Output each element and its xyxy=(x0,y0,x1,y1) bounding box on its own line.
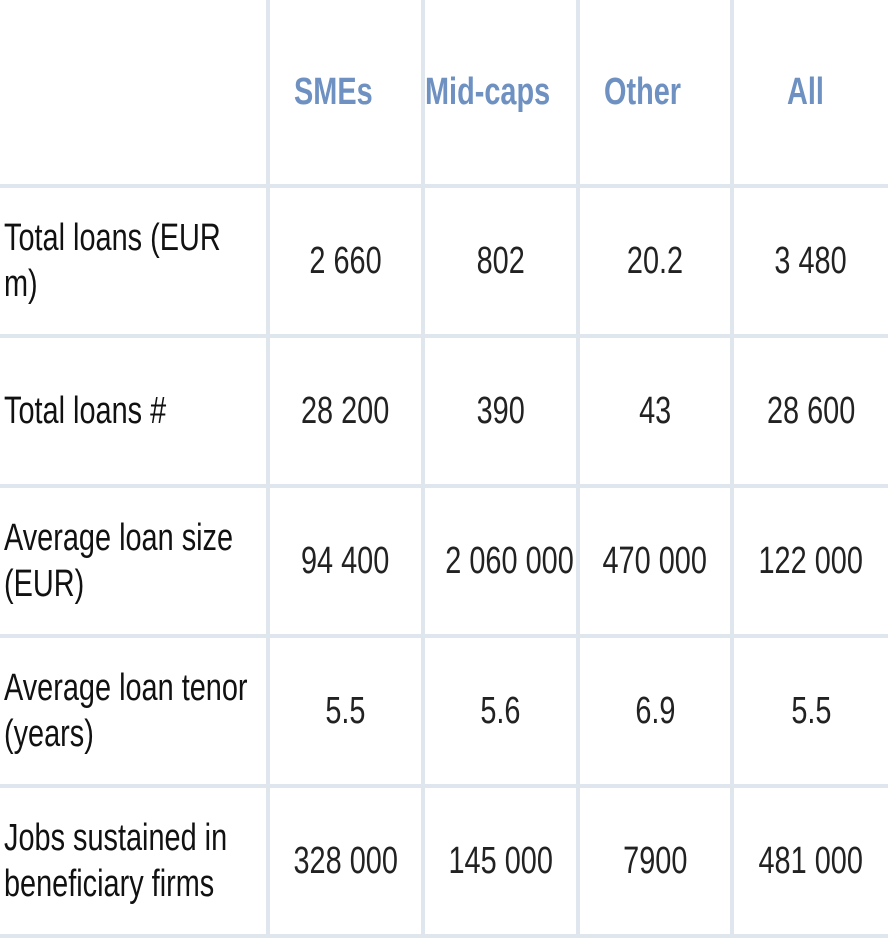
table-body: Total loans (EUR m) 2 660 802 20.2 3 480 Tota… xyxy=(0,184,888,938)
cell-value: 5.5 xyxy=(790,690,832,732)
value-cell: 28 200 xyxy=(266,334,425,488)
cell-value: 390 xyxy=(476,390,525,432)
value-cell: 7900 xyxy=(576,784,734,938)
cell-value: 145 000 xyxy=(448,840,553,882)
table-row: Jobs sustained in beneficiary firms 328 0… xyxy=(0,784,888,938)
header-row: SMEs Mid-caps Other All xyxy=(0,0,888,188)
value-cell: 5.5 xyxy=(266,634,425,788)
cell-value: 20.2 xyxy=(626,240,684,282)
value-cell: 802 xyxy=(421,184,580,338)
column-header: Other xyxy=(604,71,682,113)
column-header: Mid-caps xyxy=(425,71,551,113)
cell-value: 28 600 xyxy=(766,390,856,432)
row-label-cell: Average loan tenor (years) xyxy=(0,634,270,788)
row-label: Average loan tenor (years) xyxy=(4,667,248,755)
header-cell: All xyxy=(730,0,888,188)
value-cell: 470 000 xyxy=(576,484,734,638)
cell-value: 481 000 xyxy=(758,840,864,882)
cell-value: 802 xyxy=(476,240,525,282)
cell-value: 94 400 xyxy=(301,540,390,582)
row-label: Total loans (EUR m) xyxy=(4,217,221,305)
row-label: Average loan size (EUR) xyxy=(4,517,234,605)
value-cell: 43 xyxy=(576,334,734,488)
cell-value: 2 660 xyxy=(309,240,382,282)
cell-value: 2 060 000 xyxy=(445,540,574,582)
column-header: All xyxy=(786,71,824,113)
value-cell: 20.2 xyxy=(576,184,734,338)
header-cell: Other xyxy=(576,0,734,188)
value-cell: 390 xyxy=(421,334,580,488)
table-header: SMEs Mid-caps Other All xyxy=(0,0,888,188)
table-row: Total loans # 28 200 390 43 28 600 xyxy=(0,334,888,488)
value-cell: 2 060 000 xyxy=(421,484,580,638)
value-cell: 481 000 xyxy=(730,784,888,938)
value-cell: 5.6 xyxy=(421,634,580,788)
value-cell: 94 400 xyxy=(266,484,425,638)
corner-cell xyxy=(0,0,270,188)
header-cell: Mid-caps xyxy=(421,0,580,188)
table-row: Total loans (EUR m) 2 660 802 20.2 3 480 xyxy=(0,184,888,338)
cell-value: 7900 xyxy=(622,840,688,882)
header-cell: SMEs xyxy=(266,0,425,188)
value-cell: 5.5 xyxy=(730,634,888,788)
row-label-cell: Total loans (EUR m) xyxy=(0,184,270,338)
cell-value: 5.5 xyxy=(325,690,366,732)
column-header: SMEs xyxy=(293,71,373,113)
row-label: Jobs sustained in beneficiary firms xyxy=(4,817,228,905)
row-label-cell: Total loans # xyxy=(0,334,270,488)
cell-value: 28 200 xyxy=(301,390,390,432)
cell-value: 6.9 xyxy=(634,690,676,732)
cell-value: 328 000 xyxy=(293,840,398,882)
value-cell: 328 000 xyxy=(266,784,425,938)
row-label-cell: Average loan size (EUR) xyxy=(0,484,270,638)
table-row: Average loan tenor (years) 5.5 5.6 6.9 5.5 xyxy=(0,634,888,788)
value-cell: 2 660 xyxy=(266,184,425,338)
table-row: Average loan size (EUR) 94 400 2 060 000 47… xyxy=(0,484,888,638)
cell-value: 3 480 xyxy=(774,240,848,282)
value-cell: 3 480 xyxy=(730,184,888,338)
value-cell: 28 600 xyxy=(730,334,888,488)
cell-value: 5.6 xyxy=(480,690,521,732)
value-cell: 122 000 xyxy=(730,484,888,638)
value-cell: 145 000 xyxy=(421,784,580,938)
value-cell: 6.9 xyxy=(576,634,734,788)
cell-value: 122 000 xyxy=(758,540,864,582)
cell-value: 43 xyxy=(638,390,672,432)
row-label: Total loans # xyxy=(4,390,167,432)
row-label-cell: Jobs sustained in beneficiary firms xyxy=(0,784,270,938)
cell-value: 470 000 xyxy=(602,540,708,582)
